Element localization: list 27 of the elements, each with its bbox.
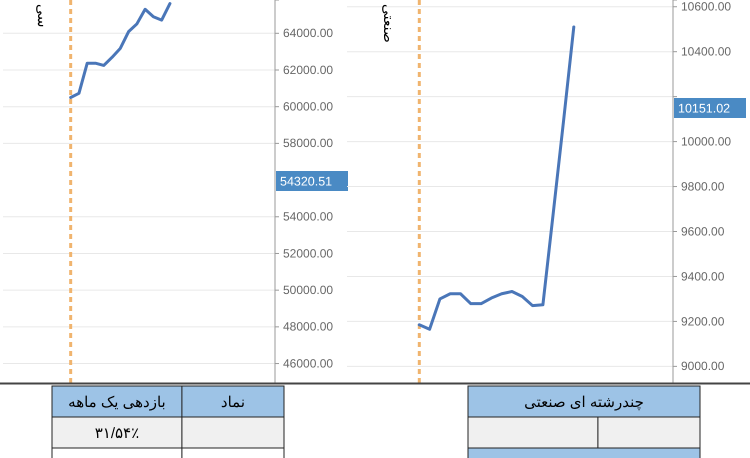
text: ۳۱/۵۴٪ [94, 424, 140, 442]
y-tick-label: 9400.00 [681, 269, 725, 284]
y-tick-label: 60000.00 [283, 100, 334, 114]
y-tick-label: 9800.00 [681, 179, 725, 194]
y-tick-label: 54000.00 [283, 210, 334, 224]
y-tick-label: 64000.00 [283, 26, 334, 40]
y-tick-label: 9600.00 [681, 224, 725, 238]
y-tick-label: 58000.00 [283, 136, 334, 150]
y-tick-label: 48000.00 [283, 320, 334, 334]
y-axis-title: صنعتی [381, 4, 397, 43]
y-tick-label: 10600.00 [681, 0, 732, 14]
y-tick-label: 9000.00 [681, 359, 725, 374]
line-series [418, 25, 576, 331]
y-tick-label: 10400.00 [681, 44, 732, 59]
y-tick-label: 9200.00 [681, 314, 725, 328]
y-axis-title: سی [35, 4, 51, 28]
y-tick-label: 46000.00 [283, 356, 334, 370]
text: چندرشته ای صنعتی [524, 394, 644, 411]
text: 54320.51 [280, 174, 332, 188]
y-tick-label: 52000.00 [283, 246, 334, 260]
line-series [69, 2, 172, 100]
text: نماد [220, 394, 246, 411]
text: بازدهی یک ماهه [68, 394, 166, 411]
text: 10151.02 [678, 101, 730, 116]
y-tick-label: 50000.00 [283, 283, 334, 298]
y-tick-label: 62000.00 [283, 62, 334, 77]
y-tick-label: 10000.00 [681, 134, 732, 148]
